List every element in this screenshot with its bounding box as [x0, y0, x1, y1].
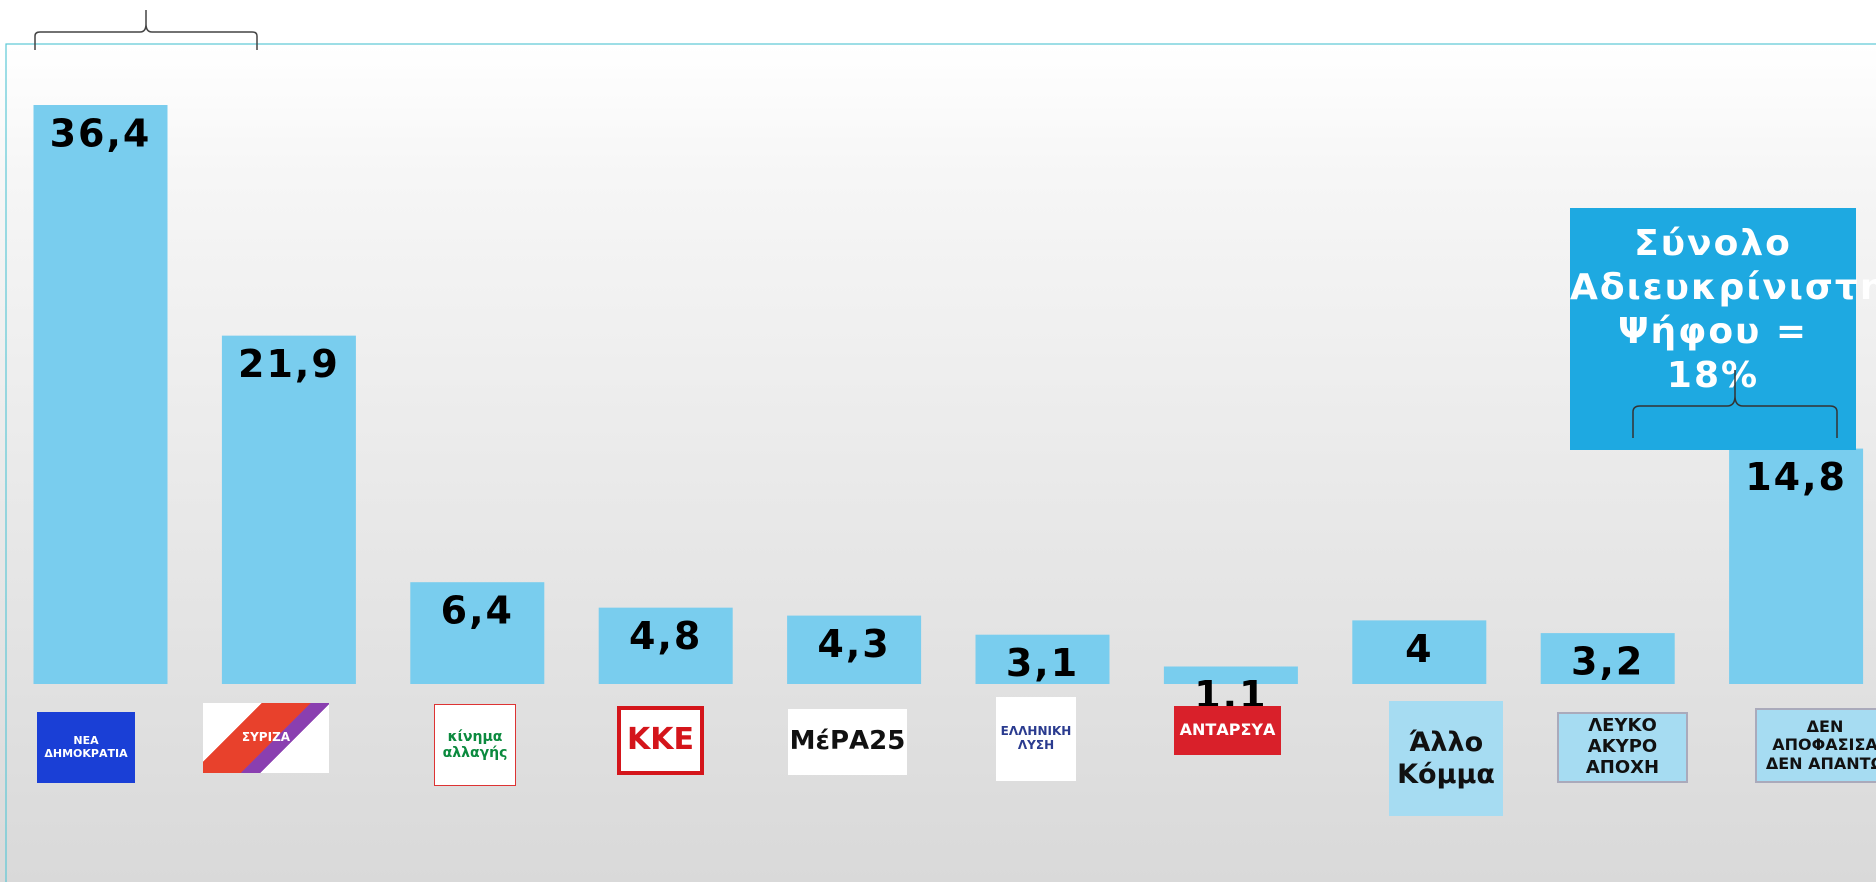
- category-label: Άλλο Κόμμα: [1389, 701, 1503, 816]
- bar: [975, 634, 1110, 684]
- annotation: Σύνολο Αδιευκρίνιστης Ψήφου = 18%: [1570, 208, 1876, 450]
- value-label: 3,2: [1571, 640, 1644, 684]
- bar: [787, 615, 922, 684]
- value-label: 36,4: [50, 112, 152, 156]
- value-label: 14,8: [1745, 455, 1847, 499]
- category-label: ΛΕΥΚΟ ΑΚΥΡΟ ΑΠΟΧΗ: [1557, 712, 1688, 783]
- bar: [1163, 666, 1298, 684]
- value-label: 4: [1405, 627, 1433, 671]
- value-label: 4,8: [629, 614, 702, 658]
- value-label: 4,3: [817, 622, 890, 666]
- category-label: ΣΥΡΙΖΑ: [203, 703, 329, 773]
- category-label: κίνημα αλλαγής: [434, 704, 516, 786]
- brace: [34, 10, 258, 50]
- category-label: ΑΝΤΑΡΣΥΑ: [1174, 706, 1281, 755]
- bar: [1729, 448, 1864, 684]
- bar: [1540, 633, 1675, 684]
- category-label: ΜέΡΑ25: [788, 709, 907, 775]
- value-label: 6,4: [441, 589, 514, 633]
- value-label: 3,1: [1006, 641, 1079, 685]
- category-label: ΕΛΛΗΝΙΚΗ ΛΥΣΗ: [996, 697, 1076, 781]
- bar: [1352, 620, 1487, 684]
- bar: [33, 105, 168, 684]
- frame: [5, 43, 1876, 882]
- bar: [221, 335, 356, 684]
- category-label: ΔΕΝ ΑΠΟΦΑΣΙΣΑ ΔΕΝ ΑΠΑΝΤΩ: [1755, 708, 1876, 783]
- bar: [410, 582, 545, 684]
- category-label: ΚΚΕ: [617, 706, 704, 775]
- category-label: ΝΕΑ ΔΗΜΟΚΡΑΤΙΑ: [37, 712, 135, 783]
- value-label: 21,9: [238, 342, 340, 386]
- bar: [598, 607, 733, 684]
